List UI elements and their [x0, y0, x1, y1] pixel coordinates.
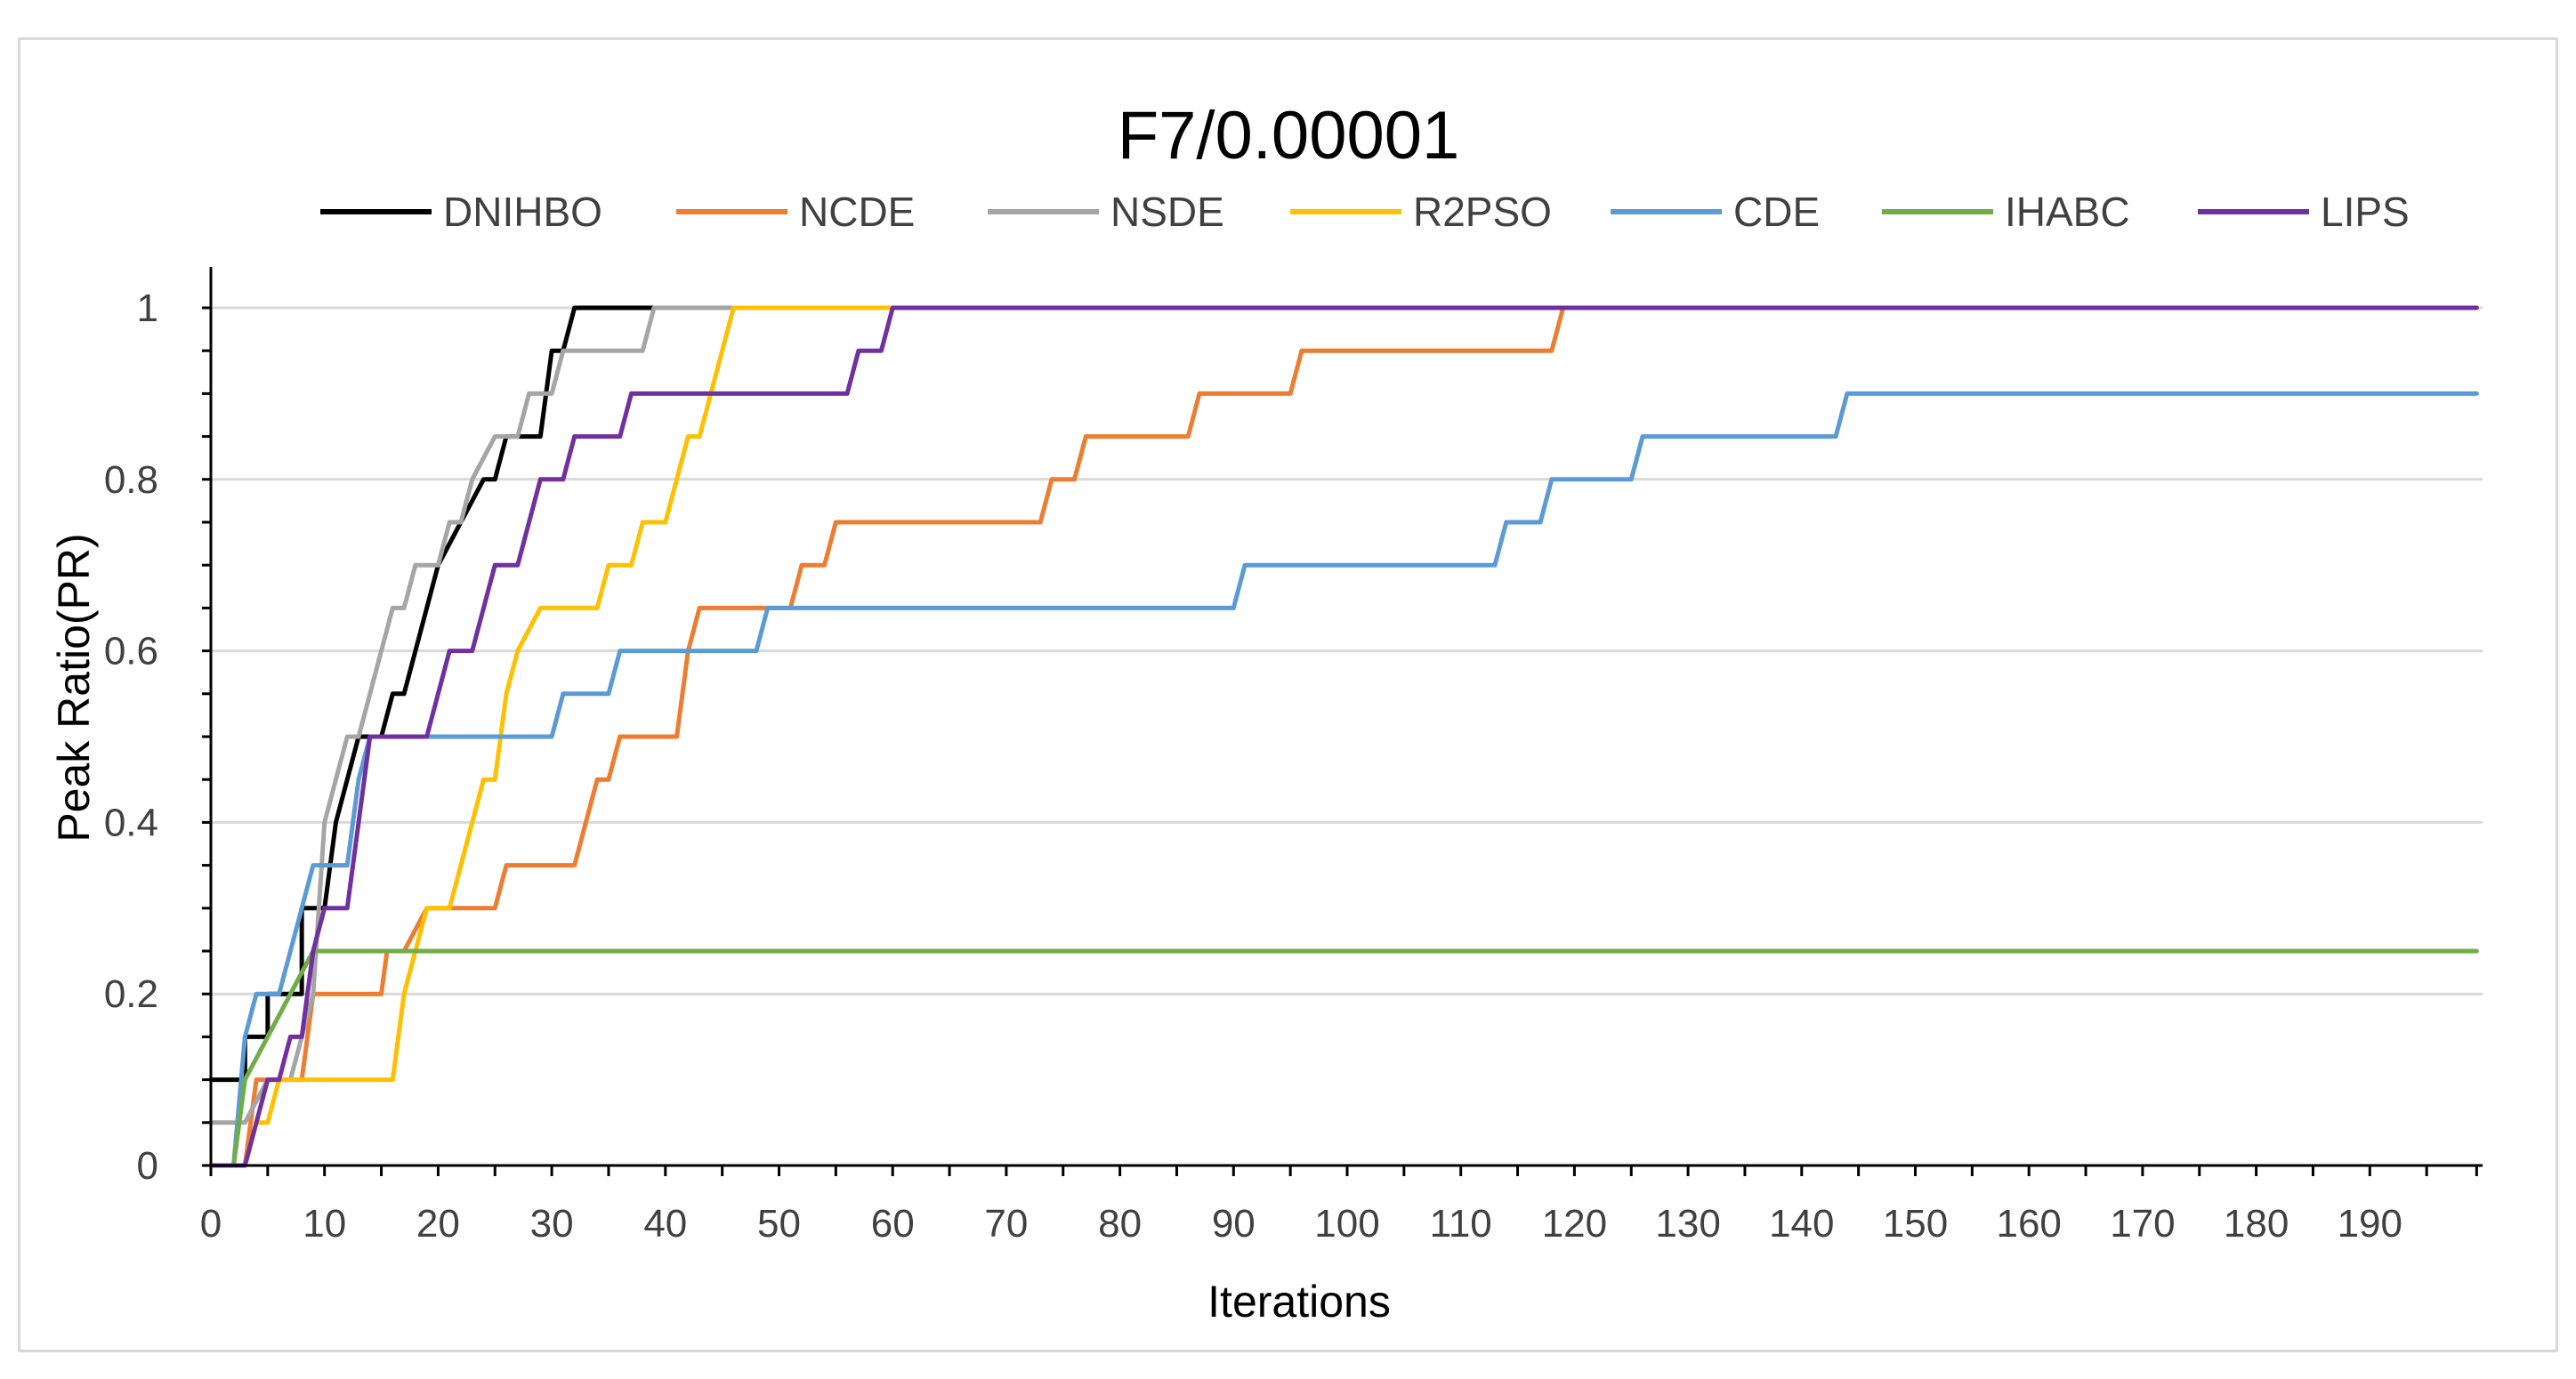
x-tick-label: 90	[1212, 1202, 1256, 1246]
legend-label: LIPS	[2321, 189, 2410, 235]
x-tick-label: 50	[757, 1202, 801, 1246]
x-tick-label: 120	[1542, 1202, 1607, 1246]
x-tick-label: 190	[2338, 1202, 2402, 1246]
x-axis-ticks: 0 10 20 30 40 50 60 70 80 90 100 110 120 130 140 150 160…	[200, 1202, 2402, 1246]
series-line-nsde	[208, 305, 2479, 1125]
legend-item-r2pso: R2PSO	[1290, 189, 1552, 235]
x-tick-label: 70	[984, 1202, 1028, 1246]
legend-label: DNIHBO	[443, 189, 602, 235]
series-line-ihabc	[208, 948, 2479, 1168]
legend-label: NSDE	[1110, 189, 1224, 235]
y-tick-label: 0.4	[104, 801, 158, 844]
y-axis-ticks: 0 0.2 0.4 0.6 0.8 1	[104, 286, 158, 1188]
x-tick-label: 140	[1769, 1202, 1834, 1246]
chart-frame	[18, 37, 2558, 1352]
x-tick-label: 130	[1655, 1202, 1720, 1246]
legend: DNIHBO NCDE NSDE R2PSO CDE IHABC LIPS	[320, 189, 2410, 235]
legend-item-lips: LIPS	[2198, 189, 2410, 235]
x-tick-label: 20	[416, 1202, 460, 1246]
x-tick-label: 170	[2110, 1202, 2175, 1246]
x-tick-label: 180	[2224, 1202, 2289, 1246]
x-tick-label: 30	[530, 1202, 574, 1246]
legend-label: NCDE	[799, 189, 915, 235]
legend-label: R2PSO	[1413, 189, 1552, 235]
x-tick-label: 80	[1098, 1202, 1142, 1246]
chart-title: F7/0.00001	[1118, 98, 1460, 173]
legend-label: IHABC	[2005, 189, 2130, 235]
series-line-cde	[208, 391, 2479, 1168]
series-line-lips	[208, 305, 2479, 1168]
legend-item-cde: CDE	[1611, 189, 1820, 235]
y-tick-label: 1	[137, 286, 158, 330]
series-layer	[208, 305, 2479, 1168]
y-axis-title: Peak Ratio(PR)	[49, 533, 99, 842]
x-tick-label: 110	[1430, 1202, 1492, 1246]
x-axis-title: Iterations	[1207, 1277, 1391, 1327]
legend-label: CDE	[1733, 189, 1820, 235]
y-tick-label: 0.8	[104, 458, 158, 502]
gridlines	[211, 306, 2483, 996]
x-tick-label: 60	[871, 1202, 915, 1246]
y-tick-label: 0.6	[104, 630, 158, 673]
x-tick-label: 0	[200, 1202, 222, 1246]
y-tick-label: 0	[137, 1144, 158, 1188]
legend-item-ncde: NCDE	[676, 189, 915, 235]
x-tick-label: 160	[1996, 1202, 2061, 1246]
y-tick-label: 0.2	[104, 972, 158, 1016]
x-tick-label: 10	[303, 1202, 346, 1246]
legend-item-ihabc: IHABC	[1882, 189, 2130, 235]
x-tick-label: 100	[1314, 1202, 1379, 1246]
series-line-r2pso	[208, 305, 2479, 1168]
series-line-dnihbo	[208, 305, 2479, 1083]
axes	[202, 267, 2483, 1176]
x-tick-label: 150	[1883, 1202, 1948, 1246]
legend-item-dnihbo: DNIHBO	[320, 189, 602, 235]
legend-item-nsde: NSDE	[988, 189, 1224, 235]
x-tick-label: 40	[643, 1202, 687, 1246]
